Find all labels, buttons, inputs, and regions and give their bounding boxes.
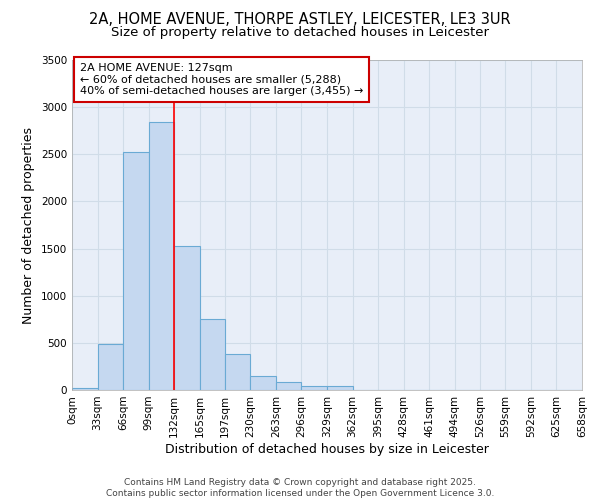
- Bar: [149, 122, 175, 390]
- Bar: [276, 382, 301, 390]
- Bar: [175, 246, 200, 390]
- Text: Contains HM Land Registry data © Crown copyright and database right 2025.
Contai: Contains HM Land Registry data © Crown c…: [106, 478, 494, 498]
- Bar: [72, 388, 98, 390]
- Bar: [98, 344, 123, 390]
- X-axis label: Distribution of detached houses by size in Leicester: Distribution of detached houses by size …: [165, 442, 489, 456]
- Text: 2A HOME AVENUE: 127sqm
← 60% of detached houses are smaller (5,288)
40% of semi-: 2A HOME AVENUE: 127sqm ← 60% of detached…: [80, 63, 363, 96]
- Bar: [123, 152, 149, 390]
- Bar: [301, 386, 327, 390]
- Bar: [224, 354, 250, 390]
- Y-axis label: Number of detached properties: Number of detached properties: [22, 126, 35, 324]
- Bar: [200, 320, 226, 390]
- Text: Size of property relative to detached houses in Leicester: Size of property relative to detached ho…: [111, 26, 489, 39]
- Bar: [250, 376, 276, 390]
- Text: 2A, HOME AVENUE, THORPE ASTLEY, LEICESTER, LE3 3UR: 2A, HOME AVENUE, THORPE ASTLEY, LEICESTE…: [89, 12, 511, 28]
- Bar: [327, 386, 353, 390]
